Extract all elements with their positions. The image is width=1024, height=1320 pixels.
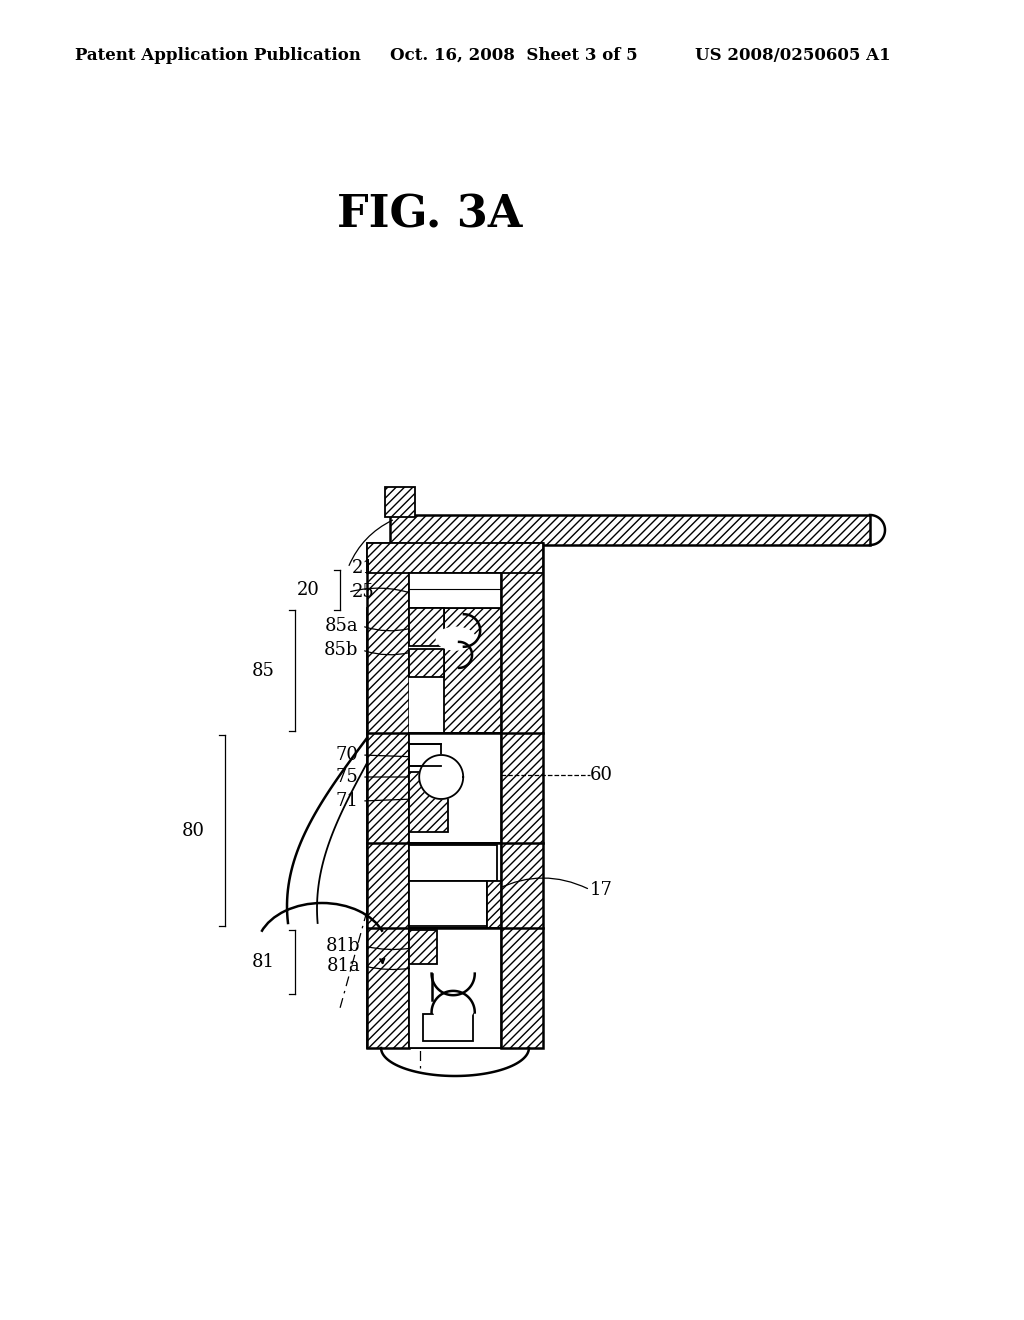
Polygon shape [409, 843, 501, 928]
Text: 85a: 85a [325, 616, 358, 635]
Polygon shape [409, 744, 441, 766]
Polygon shape [423, 1014, 473, 1040]
Polygon shape [409, 573, 501, 609]
Text: 85b: 85b [324, 642, 358, 659]
Polygon shape [390, 515, 870, 545]
Text: 75: 75 [335, 768, 358, 785]
Polygon shape [409, 882, 487, 927]
Polygon shape [436, 627, 475, 649]
Text: 81: 81 [252, 953, 275, 972]
Polygon shape [367, 543, 409, 1048]
Polygon shape [429, 958, 477, 1027]
Polygon shape [487, 882, 501, 928]
Polygon shape [367, 928, 543, 1048]
Text: Patent Application Publication: Patent Application Publication [75, 46, 360, 63]
Polygon shape [385, 487, 415, 517]
Text: 25: 25 [352, 583, 375, 601]
Text: FIG. 3A: FIG. 3A [337, 194, 522, 236]
Polygon shape [409, 931, 436, 964]
Polygon shape [409, 609, 501, 733]
Polygon shape [409, 649, 444, 677]
Text: 81b: 81b [326, 937, 360, 954]
Polygon shape [409, 609, 444, 645]
Text: 20: 20 [297, 581, 319, 599]
Text: 71: 71 [335, 792, 358, 810]
Polygon shape [367, 843, 543, 928]
Text: 81a: 81a [327, 957, 360, 975]
Text: 85: 85 [252, 661, 275, 680]
Text: 80: 80 [182, 821, 205, 840]
Polygon shape [409, 845, 497, 882]
Polygon shape [501, 543, 543, 1048]
Polygon shape [419, 755, 463, 799]
Polygon shape [409, 771, 447, 832]
Text: 21: 21 [352, 558, 375, 577]
Polygon shape [367, 733, 543, 843]
Polygon shape [367, 609, 543, 733]
Polygon shape [409, 928, 501, 1048]
Text: 17: 17 [590, 880, 613, 899]
Polygon shape [367, 543, 543, 573]
Text: 70: 70 [335, 746, 358, 764]
Polygon shape [409, 733, 501, 843]
Polygon shape [444, 609, 501, 733]
Text: Oct. 16, 2008  Sheet 3 of 5: Oct. 16, 2008 Sheet 3 of 5 [390, 46, 638, 63]
Text: 60: 60 [590, 766, 613, 784]
Text: US 2008/0250605 A1: US 2008/0250605 A1 [695, 46, 891, 63]
